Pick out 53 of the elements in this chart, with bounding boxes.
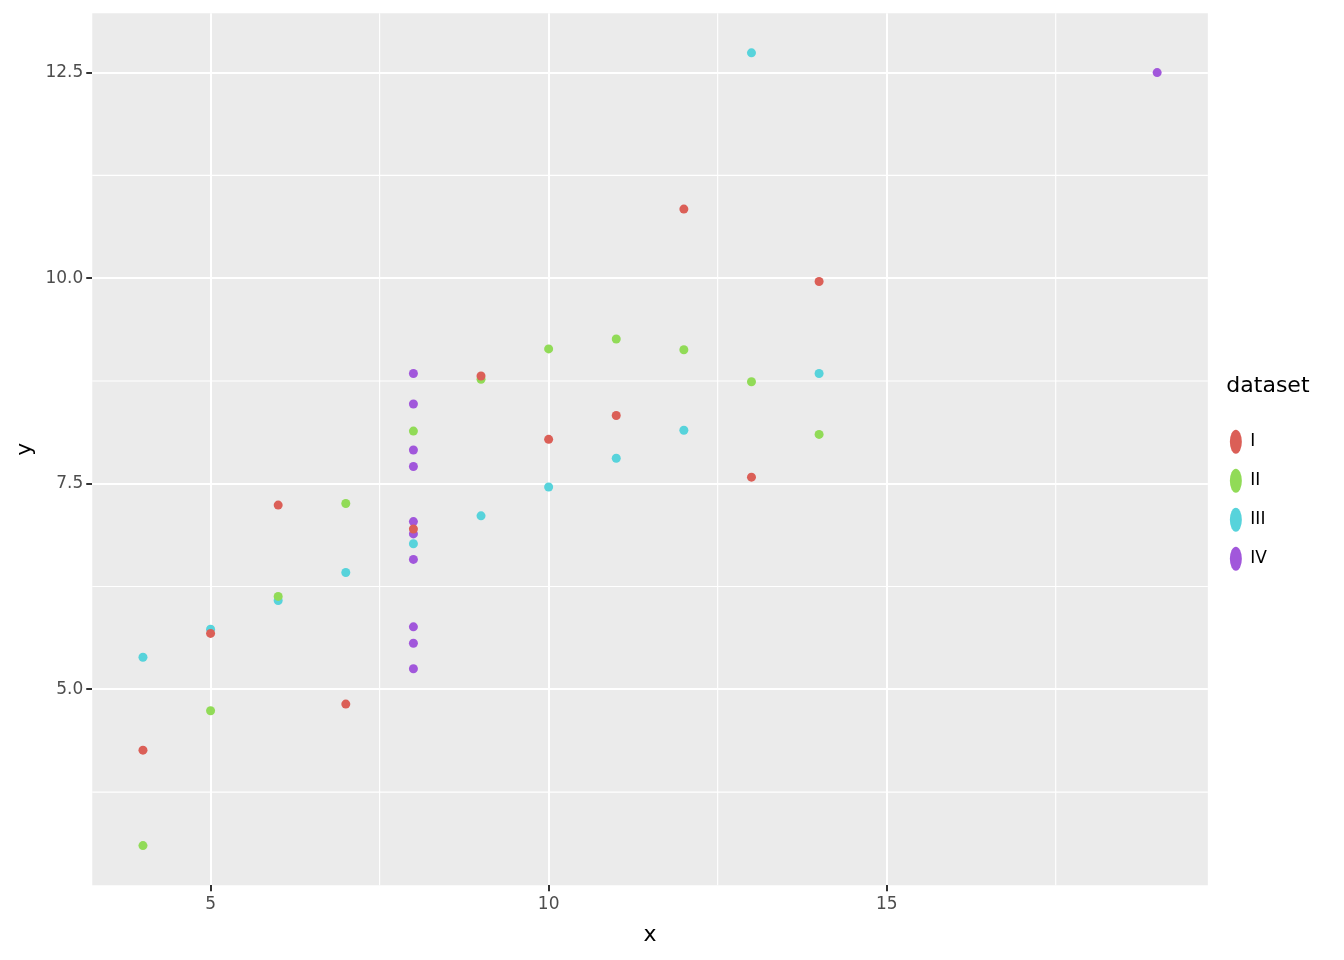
point xyxy=(814,369,824,379)
point xyxy=(408,622,418,632)
y-tick-label: 7.5 xyxy=(56,472,84,493)
point xyxy=(679,425,689,435)
point xyxy=(611,334,621,344)
point xyxy=(206,706,216,716)
x-tick-label: 5 xyxy=(205,892,216,913)
y-tick-label: 5.0 xyxy=(56,677,84,698)
point xyxy=(814,276,824,286)
point xyxy=(746,48,756,58)
point xyxy=(1152,68,1162,78)
point xyxy=(408,638,418,648)
y-axis-title: y xyxy=(10,442,36,456)
point xyxy=(746,472,756,482)
point xyxy=(341,568,351,578)
point xyxy=(408,517,418,527)
point xyxy=(273,500,283,510)
point xyxy=(408,369,418,379)
y-tick-label: 12.5 xyxy=(45,60,84,81)
point xyxy=(408,554,418,564)
point xyxy=(408,524,418,534)
point xyxy=(138,652,148,662)
point xyxy=(341,699,351,709)
legend-title: dataset xyxy=(1226,371,1310,397)
x-axis-title: x xyxy=(643,920,657,946)
point xyxy=(408,539,418,549)
point xyxy=(408,461,418,471)
point xyxy=(273,591,283,601)
legend-label: II xyxy=(1250,469,1312,490)
point xyxy=(679,345,689,355)
point xyxy=(544,482,554,492)
legend-label: III xyxy=(1250,508,1317,529)
point xyxy=(814,429,824,439)
legend-label: I xyxy=(1250,430,1307,451)
x-tick-label: 10 xyxy=(537,892,560,913)
x-tick-label: 15 xyxy=(875,892,898,913)
point xyxy=(138,841,148,851)
point xyxy=(408,399,418,409)
point xyxy=(746,377,756,387)
point xyxy=(206,628,216,638)
point xyxy=(544,434,554,444)
point xyxy=(544,344,554,354)
point xyxy=(476,511,486,521)
point xyxy=(611,410,621,420)
point xyxy=(408,664,418,674)
point xyxy=(679,204,689,214)
y-tick-label: 10.0 xyxy=(45,266,84,287)
point xyxy=(408,445,418,455)
legend-label: IV xyxy=(1250,547,1319,568)
point xyxy=(408,426,418,436)
point xyxy=(611,453,621,463)
point xyxy=(138,745,148,755)
point xyxy=(341,498,351,508)
